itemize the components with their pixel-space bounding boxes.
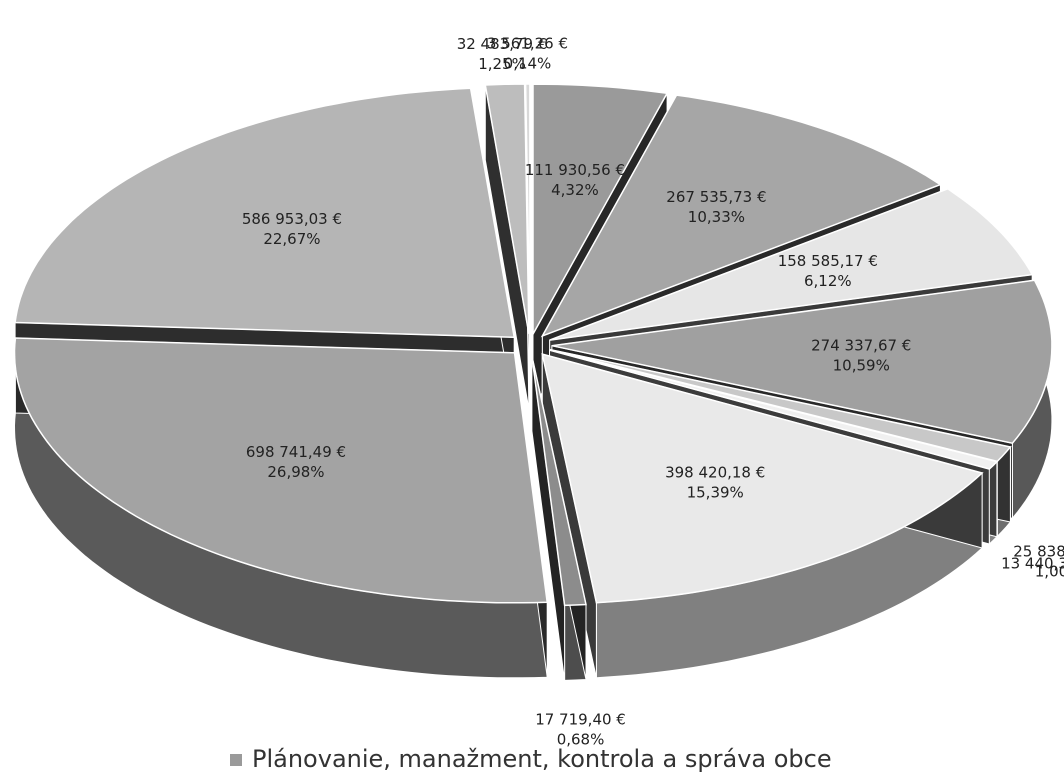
slice (540, 94, 943, 338)
slice (14, 87, 516, 339)
data-label: 158 585,17 € (778, 252, 878, 270)
data-label: 274 337,67 € (811, 337, 911, 355)
data-label: 13 440,35... (1001, 555, 1064, 573)
data-label: 4,32% (551, 181, 599, 199)
data-label: 267 535,73 € (666, 188, 766, 206)
slice (549, 187, 1034, 341)
data-label: 0,68% (557, 730, 605, 748)
slice (484, 83, 530, 335)
data-label: 15,39% (687, 483, 744, 501)
data-label: 0,14% (504, 55, 552, 73)
legend-text: Plánovanie, manažment, kontrola a správa… (252, 745, 832, 773)
data-label: 17 719,40 € (535, 710, 626, 728)
data-label: 398 420,18 € (665, 463, 765, 481)
legend-marker (230, 754, 242, 766)
slice (531, 355, 587, 607)
data-label: 3 561,26 € (487, 35, 568, 53)
data-label: 1,25% (478, 55, 526, 73)
data-label: 698 741,49 € (246, 443, 346, 461)
slice (524, 83, 531, 335)
slice (541, 353, 984, 604)
data-label: 10,59% (833, 357, 890, 375)
data-label: 26,98% (267, 463, 324, 481)
slice (532, 83, 669, 337)
data-label: 6,12% (804, 272, 852, 290)
data-label: 1,00% (1035, 562, 1064, 580)
slice (13, 337, 549, 604)
data-label: 586 953,03 € (242, 210, 342, 228)
data-label: 111 930,56 € (525, 161, 625, 179)
data-label: 10,33% (688, 208, 745, 226)
data-label: 22,67% (263, 230, 320, 248)
slice (551, 279, 1053, 445)
slice (549, 349, 999, 470)
data-label: 25 838,24 € (1013, 542, 1064, 560)
data-label: 32 483,79 € (457, 35, 548, 53)
